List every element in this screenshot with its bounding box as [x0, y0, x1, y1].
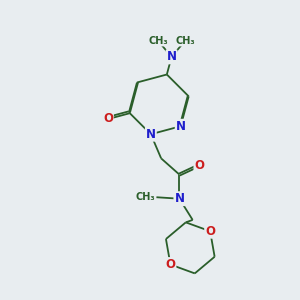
Text: N: N [167, 50, 177, 63]
Text: N: N [176, 120, 186, 133]
Text: O: O [194, 159, 204, 172]
Text: CH₃: CH₃ [176, 36, 195, 46]
Text: O: O [165, 258, 176, 271]
Text: O: O [205, 225, 215, 238]
Text: N: N [146, 128, 156, 141]
Text: CH₃: CH₃ [148, 36, 168, 46]
Text: O: O [103, 112, 113, 124]
Text: N: N [174, 192, 184, 205]
Text: CH₃: CH₃ [135, 192, 155, 202]
